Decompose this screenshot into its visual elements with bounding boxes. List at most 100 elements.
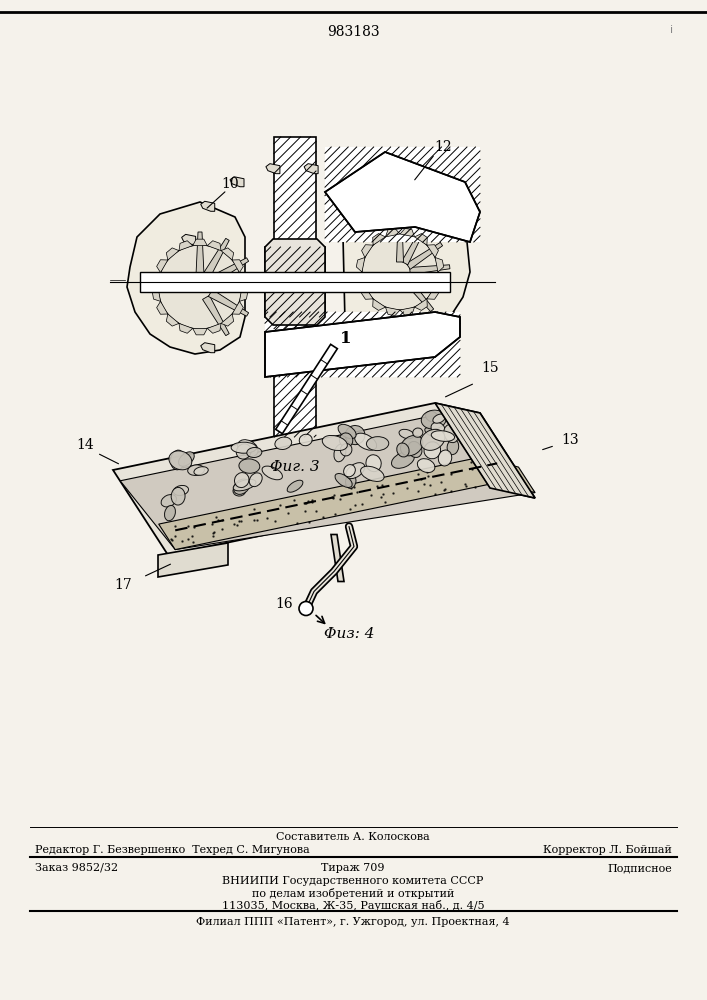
Ellipse shape (438, 450, 452, 466)
Polygon shape (402, 227, 425, 265)
Polygon shape (325, 152, 480, 242)
Polygon shape (266, 164, 280, 174)
Text: по делам изобретений и открытий: по делам изобретений и открытий (252, 888, 454, 899)
Polygon shape (179, 323, 193, 333)
Ellipse shape (345, 425, 365, 445)
Ellipse shape (178, 452, 194, 466)
Polygon shape (404, 277, 433, 312)
Polygon shape (212, 283, 255, 291)
Ellipse shape (433, 414, 445, 423)
Polygon shape (304, 164, 318, 174)
Polygon shape (201, 201, 215, 211)
Polygon shape (152, 287, 160, 301)
Polygon shape (435, 272, 444, 287)
Bar (265, 312, 460, 377)
Polygon shape (158, 543, 228, 577)
Ellipse shape (239, 459, 259, 473)
Polygon shape (221, 248, 234, 260)
Polygon shape (385, 228, 400, 237)
Polygon shape (408, 273, 447, 293)
Polygon shape (232, 301, 243, 314)
Text: 17: 17 (114, 578, 132, 592)
Polygon shape (331, 534, 344, 582)
Polygon shape (113, 403, 535, 555)
Polygon shape (152, 273, 160, 287)
Polygon shape (175, 272, 189, 282)
Ellipse shape (361, 466, 384, 481)
Polygon shape (407, 242, 443, 269)
Polygon shape (182, 310, 196, 320)
Polygon shape (361, 245, 373, 257)
Ellipse shape (421, 410, 446, 429)
Ellipse shape (413, 428, 423, 437)
Ellipse shape (187, 465, 204, 475)
Ellipse shape (235, 473, 249, 488)
Ellipse shape (399, 429, 414, 439)
Polygon shape (209, 258, 249, 284)
Text: 15: 15 (481, 361, 499, 375)
Ellipse shape (346, 474, 356, 488)
Polygon shape (373, 234, 385, 245)
Ellipse shape (339, 433, 353, 447)
Polygon shape (166, 248, 179, 260)
Ellipse shape (262, 466, 282, 480)
Ellipse shape (170, 450, 185, 470)
Ellipse shape (335, 474, 352, 487)
Bar (274, 317, 316, 437)
Polygon shape (397, 222, 404, 262)
Polygon shape (361, 287, 373, 299)
Ellipse shape (233, 485, 245, 496)
Polygon shape (265, 312, 460, 377)
Ellipse shape (408, 441, 422, 457)
Polygon shape (232, 260, 243, 273)
Ellipse shape (173, 485, 189, 495)
Polygon shape (179, 241, 193, 251)
Text: 14: 14 (76, 438, 94, 452)
Ellipse shape (392, 452, 414, 468)
Polygon shape (196, 232, 204, 275)
Polygon shape (373, 299, 385, 310)
Ellipse shape (426, 411, 438, 422)
Bar (274, 137, 316, 247)
Polygon shape (340, 177, 354, 187)
Polygon shape (157, 260, 168, 273)
Polygon shape (221, 314, 234, 326)
Ellipse shape (275, 437, 292, 450)
Ellipse shape (233, 479, 250, 494)
Text: ВНИИПИ Государственного комитета СССР: ВНИИПИ Государственного комитета СССР (222, 876, 484, 886)
Ellipse shape (161, 495, 177, 507)
Ellipse shape (444, 424, 459, 443)
Ellipse shape (238, 440, 258, 456)
Circle shape (299, 601, 313, 615)
Polygon shape (435, 257, 444, 272)
Ellipse shape (165, 505, 175, 521)
Polygon shape (193, 239, 207, 246)
Polygon shape (435, 403, 535, 498)
Polygon shape (385, 307, 400, 316)
Polygon shape (158, 457, 535, 550)
Polygon shape (240, 287, 247, 301)
Polygon shape (409, 265, 450, 274)
Polygon shape (127, 202, 245, 354)
Ellipse shape (334, 444, 346, 462)
Polygon shape (202, 295, 229, 336)
Polygon shape (201, 343, 215, 353)
Text: Филиал ППП «Патент», г. Ужгород, ул. Проектная, 4: Филиал ППП «Патент», г. Ужгород, ул. Про… (196, 917, 510, 927)
Ellipse shape (366, 455, 381, 472)
Ellipse shape (340, 444, 352, 456)
Text: 16: 16 (275, 596, 293, 610)
Text: 983183: 983183 (327, 25, 380, 39)
Ellipse shape (400, 435, 423, 456)
Polygon shape (157, 301, 168, 314)
Ellipse shape (322, 435, 347, 451)
Ellipse shape (287, 480, 303, 492)
Ellipse shape (447, 439, 459, 455)
Ellipse shape (231, 442, 257, 453)
Polygon shape (414, 234, 427, 245)
Polygon shape (414, 299, 427, 310)
Text: Составитель А. Колоскова: Составитель А. Колоскова (276, 832, 430, 842)
Ellipse shape (417, 459, 435, 473)
Ellipse shape (431, 422, 445, 435)
Text: 12: 12 (434, 140, 452, 154)
Text: 113035, Москва, Ж-35, Раушская наб., д. 4/5: 113035, Москва, Ж-35, Раушская наб., д. … (222, 900, 484, 911)
